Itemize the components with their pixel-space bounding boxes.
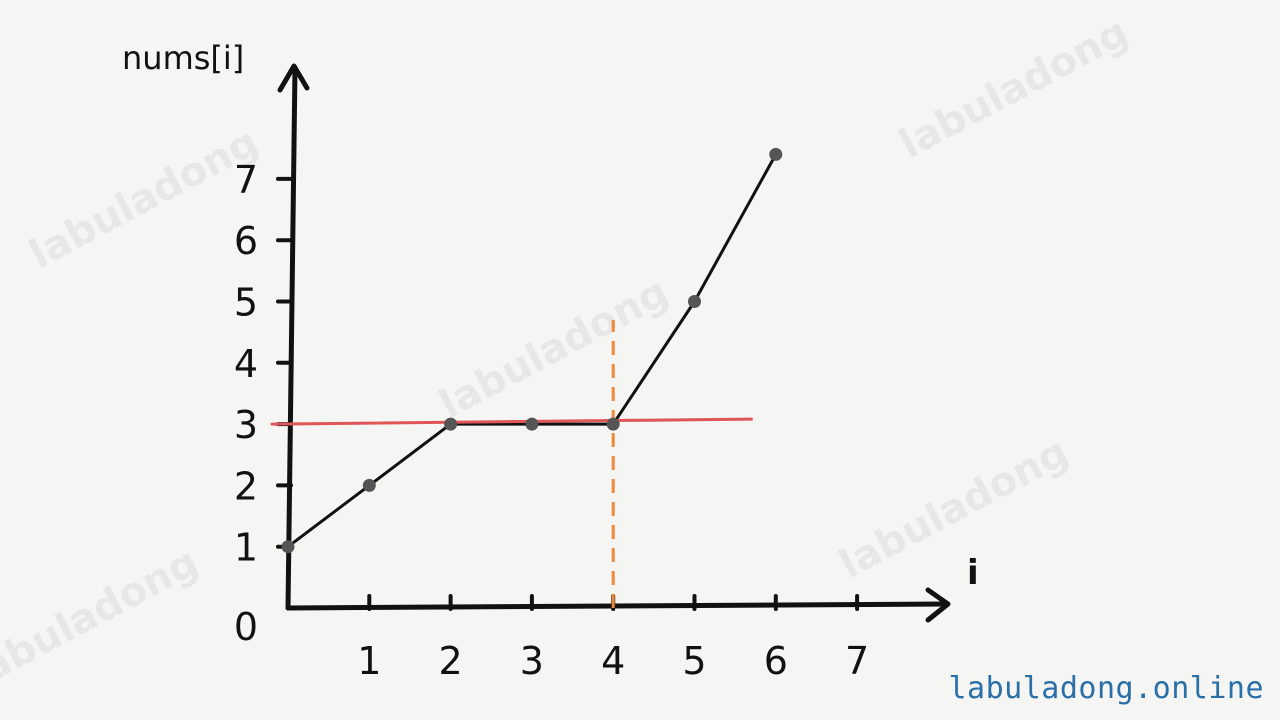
x-tick-label: 2	[439, 639, 463, 683]
watermark-text: labuladong	[432, 269, 676, 428]
watermark-text: labuladong	[892, 9, 1136, 168]
y-tick-label: 7	[234, 158, 258, 202]
x-tick-label: 3	[520, 639, 544, 683]
x-tick-label: 4	[601, 639, 625, 683]
axes	[277, 63, 951, 623]
x-axis-arrowhead	[925, 587, 951, 623]
data-point	[769, 147, 783, 161]
watermark-text: labuladong	[0, 539, 206, 698]
data-point	[444, 417, 458, 431]
x-tick-label: 5	[682, 639, 706, 683]
tick-labels: 0 1 2 3 4 5 6 7 1 2 3 4 5 6 7	[234, 158, 869, 683]
y-tick-label: 2	[234, 464, 258, 508]
y-axis	[285, 65, 298, 611]
watermark-text: labuladong	[832, 429, 1076, 588]
x-axis-label: i	[967, 553, 979, 593]
x-axis	[285, 601, 949, 611]
x-tick-label: 7	[845, 639, 869, 683]
x-tick-label: 1	[357, 639, 381, 683]
site-url: labuladong.online	[948, 671, 1264, 706]
y-axis-arrowhead	[277, 63, 310, 93]
data-point	[688, 295, 701, 308]
watermark-layer: labuladong labuladong labuladong labuladong…	[0, 9, 1136, 698]
y-tick-label: 0	[234, 605, 258, 649]
chart-marks	[270, 147, 783, 608]
y-tick-label: 6	[234, 219, 258, 263]
y-tick-label: 1	[234, 526, 258, 570]
y-tick-label: 5	[234, 281, 258, 325]
horizontal-target-line	[270, 417, 753, 426]
watermark-text: labuladong	[22, 119, 266, 278]
data-point	[525, 417, 539, 431]
data-point	[606, 417, 620, 431]
y-axis-label: nums[i]	[122, 39, 244, 77]
data-point	[281, 540, 295, 554]
x-tick-label: 6	[764, 639, 788, 683]
y-tick-label: 4	[234, 342, 258, 386]
y-tick-label: 3	[234, 403, 258, 447]
ticks	[276, 176, 860, 611]
data-point	[362, 478, 376, 492]
